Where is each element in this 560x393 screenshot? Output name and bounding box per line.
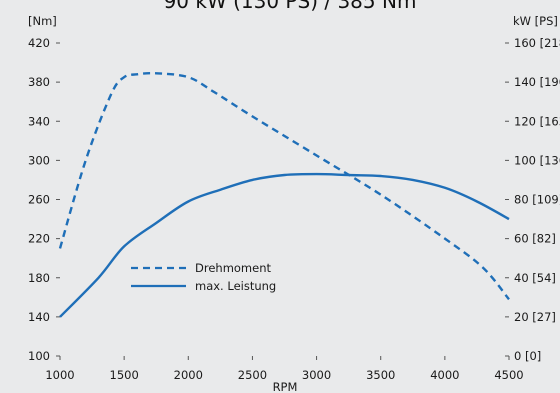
x-tick-label: 3000 xyxy=(302,368,331,382)
right-tick-label: 160 [218] xyxy=(514,36,560,50)
right-tick-label: 140 [190] xyxy=(514,75,560,89)
x-tick-label: 2000 xyxy=(174,368,203,382)
left-tick-label: 300 xyxy=(28,153,50,167)
left-tick-label: 180 xyxy=(28,271,50,285)
series-line-drehmoment xyxy=(58,71,510,301)
x-tick-label: 4500 xyxy=(494,368,523,382)
left-tick-label: 380 xyxy=(28,75,50,89)
right-tick-label: 60 [82] xyxy=(514,232,556,246)
left-tick-label: 140 xyxy=(28,310,50,324)
series-layer xyxy=(58,71,510,318)
left-axis-unit: [Nm] xyxy=(28,14,57,28)
legend-label-max-leistung: max. Leistung xyxy=(195,279,276,293)
left-tick-label: 100 xyxy=(28,349,50,363)
x-tick-label: 4000 xyxy=(430,368,459,382)
x-tick-label: 1500 xyxy=(110,368,139,382)
right-tick-label: 0 [0] xyxy=(514,349,541,363)
left-tick-label: 420 xyxy=(28,36,50,50)
x-tick-label: 3500 xyxy=(366,368,395,382)
left-tick-label: 260 xyxy=(28,193,50,207)
chart-title: 90 kW (130 PS) / 385 Nm xyxy=(164,0,417,13)
x-tick-label: 2500 xyxy=(238,368,267,382)
x-axis-title: RPM xyxy=(273,380,298,393)
right-tick-label: 20 [27] xyxy=(514,310,556,324)
right-tick-label: 120 [163] xyxy=(514,114,560,128)
left-tick-label: 220 xyxy=(28,232,50,246)
axes: 100 140 180 220 260 300 340 380 420 0 [0] 20 [27] 4… xyxy=(28,36,560,382)
legend-label-drehmoment: Drehmoment xyxy=(195,261,271,275)
left-tick-label: 340 xyxy=(28,114,50,128)
right-axis-unit: kW [PS] xyxy=(513,14,558,28)
right-tick-label: 100 [136] xyxy=(514,153,560,167)
x-tick-label: 1000 xyxy=(45,368,74,382)
legend: Drehmoment max. Leistung xyxy=(131,261,276,293)
right-tick-label: 40 [54] xyxy=(514,271,556,285)
series-line-max-leistung xyxy=(59,172,510,318)
right-tick-label: 80 [109] xyxy=(514,193,560,207)
